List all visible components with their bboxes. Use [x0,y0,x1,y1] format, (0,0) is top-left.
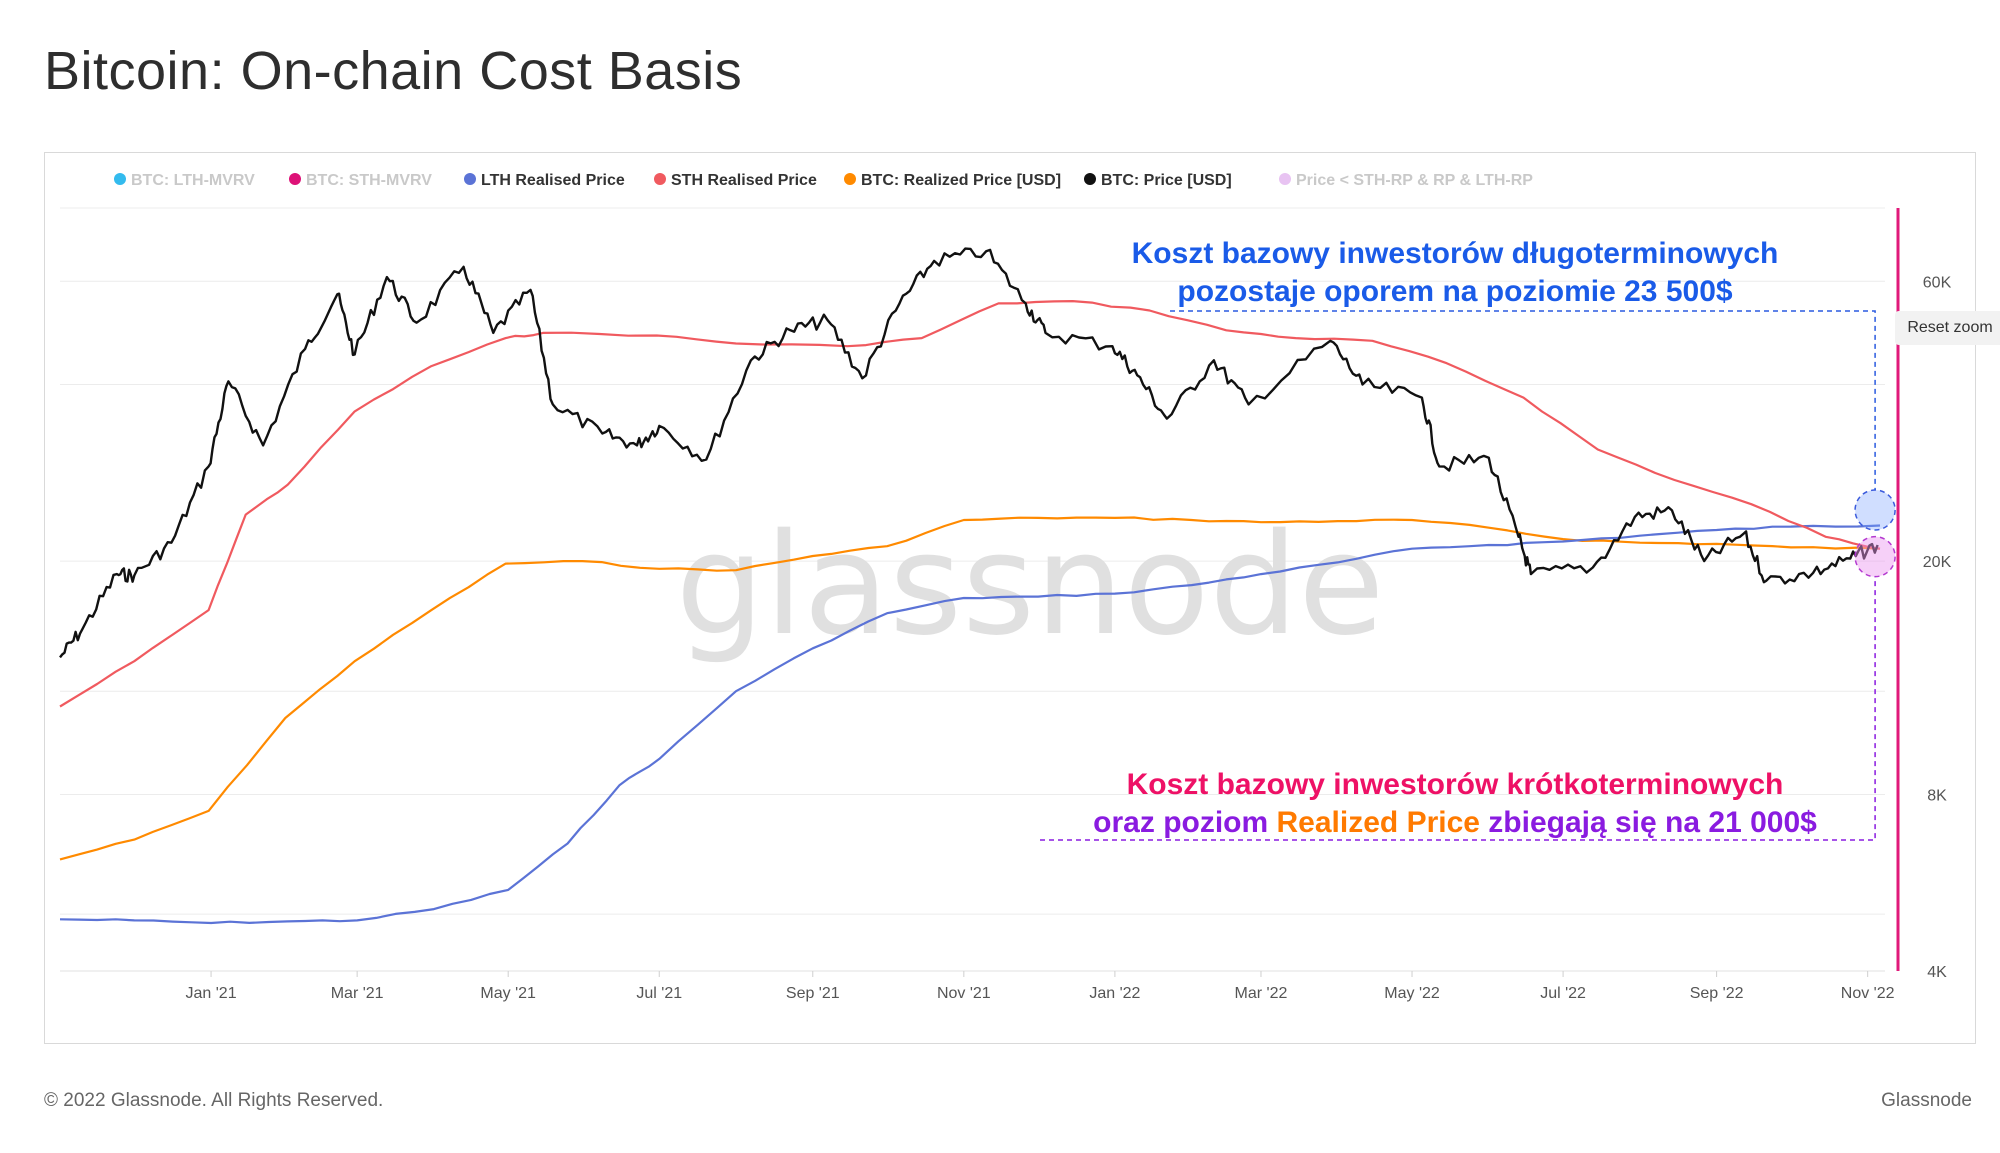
sth-highlight-circle [1854,535,1896,578]
x-tick-label: May '21 [480,985,536,1002]
chart-frame: glassnode BTC: LTH-MVRV BTC: STH-MVRV LTH … [44,152,2000,1044]
legend-marker [654,173,666,185]
legend-item-label: LTH Realised Price [481,172,625,189]
x-axis: Jan '21 Mar '21 May '21 Jul '21 Sep '21 Nov '… [186,971,1895,1002]
chart-svg: glassnode BTC: LTH-MVRV BTC: STH-MVRV LTH … [59,172,1952,1002]
x-tick-label: Mar '22 [1235,985,1288,1002]
legend-item-label: STH Realised Price [671,172,817,189]
series-sth-realised-price [59,300,1881,708]
y-tick-label: 8K [1927,787,1947,804]
lth-annotation-guide [1170,310,1876,491]
legend-item-label: BTC: STH-MVRV [306,172,432,189]
x-tick-label: Jan '22 [1089,985,1140,1002]
annotation-sth-line2: oraz poziom Realized Price zbiegają się … [1093,806,1817,839]
y-tick-label: 4K [1927,964,1947,981]
y-tick-label: 20K [1923,554,1952,571]
legend: BTC: LTH-MVRV BTC: STH-MVRV LTH Realised P… [114,172,1533,189]
series-btc-price-usd [59,247,1879,659]
annotations: Koszt bazowy inwestorów długoterminowych… [1093,237,1817,839]
legend-marker [844,173,856,185]
series-layer [59,247,1881,925]
annotation-sth-line1: Koszt bazowy inwestorów krótkoterminowyc… [1127,768,1784,801]
legend-marker [1084,173,1096,185]
lth-highlight-circle [1854,489,1896,531]
legend-item-label: BTC: Realized Price [USD] [861,172,1061,189]
legend-marker [114,173,126,185]
x-tick-label: Sep '21 [786,985,840,1002]
legend-item-label: BTC: Price [USD] [1101,172,1232,189]
legend-item-label: Price < STH-RP & RP & LTH-RP [1296,172,1533,189]
annotation-sth-line2-part3: zbiegają się na 21 000$ [1480,806,1817,839]
series-lth-realised-price [59,524,1881,925]
legend-marker [464,173,476,185]
annotation-sth-line2-part2: Realized Price [1277,806,1480,839]
x-tick-label: Nov '22 [1841,985,1895,1002]
x-tick-label: Jan '21 [186,985,237,1002]
footer-copyright: © 2022 Glassnode. All Rights Reserved. [44,1090,384,1111]
y-tick-label: 60K [1923,274,1952,291]
series-btc-realized-price-usd [59,516,1881,861]
y-axis: 60K 20K 8K 4K [1923,274,1952,981]
watermark: glassnode [676,504,1385,667]
x-tick-label: May '22 [1384,985,1440,1002]
annotation-lth-line2: pozostaje oporem na poziomie 23 500$ [1177,275,1732,308]
x-tick-label: Sep '22 [1690,985,1744,1002]
footer-brand: Glassnode [1881,1090,1972,1111]
x-tick-label: Nov '21 [937,985,991,1002]
reset-zoom-button[interactable]: Reset zoom [1895,311,2000,345]
grid-layer [60,207,1885,972]
annotation-sth-line2-part1: oraz poziom [1093,806,1276,839]
sth-annotation-guide [1040,576,1876,841]
x-tick-label: Jul '22 [1540,985,1586,1002]
x-tick-label: Mar '21 [331,985,384,1002]
x-tick-label: Jul '21 [636,985,682,1002]
legend-marker [1279,173,1291,185]
annotation-lth-line1: Koszt bazowy inwestorów długoterminowych [1132,237,1779,270]
legend-item-label: BTC: LTH-MVRV [131,172,255,189]
page-title: Bitcoin: On-chain Cost Basis [44,41,743,101]
legend-marker [289,173,301,185]
